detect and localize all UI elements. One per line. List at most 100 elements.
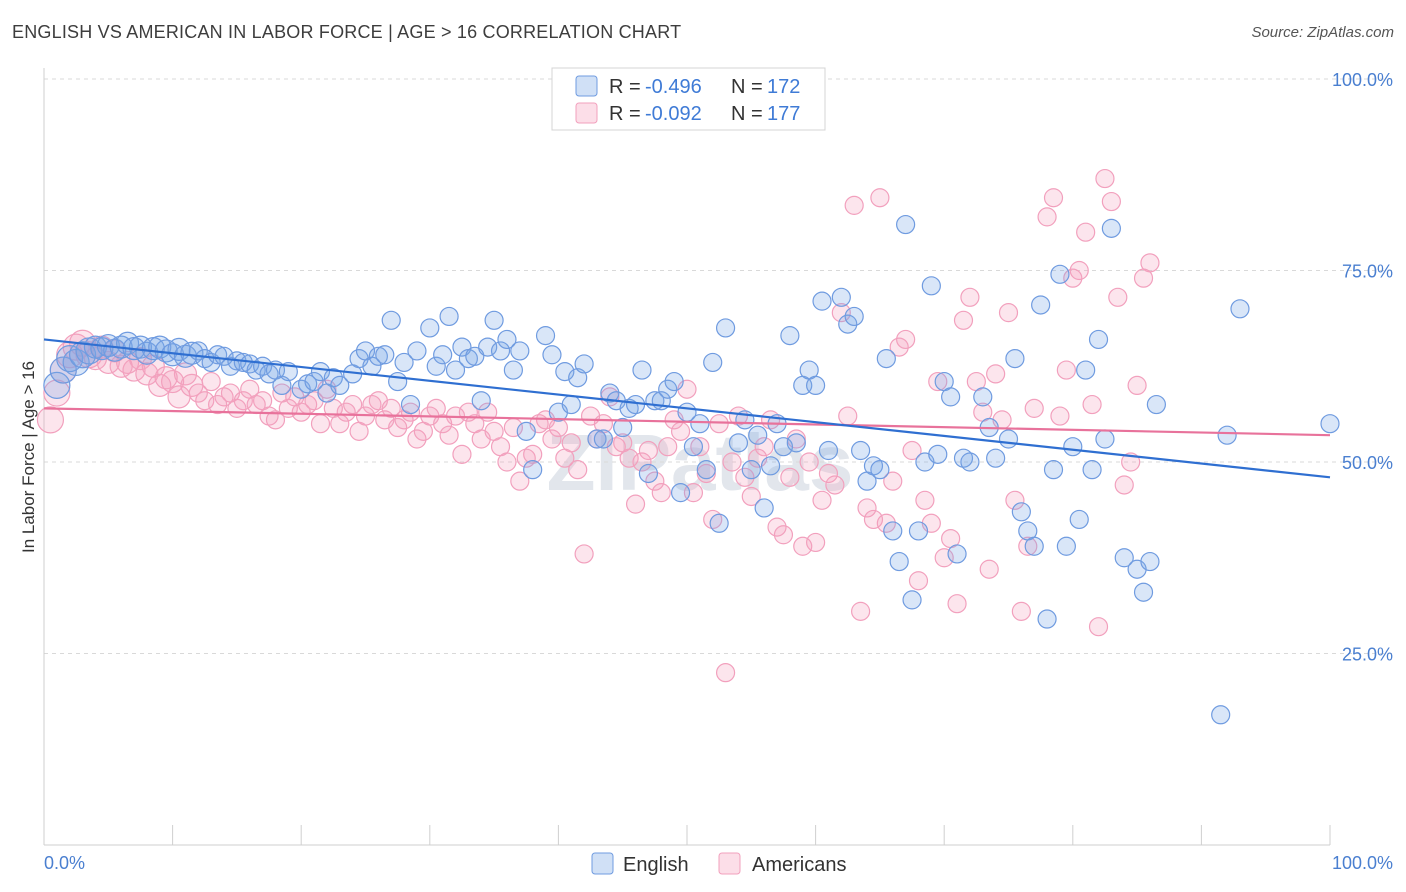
english-point [394,352,414,373]
english-point [741,460,761,480]
americans-point [928,371,948,392]
americans-point [542,429,562,449]
americans-point [343,394,363,415]
americans-point [735,467,755,487]
americans-point [883,471,903,491]
x-tick-label-0: 0.0% [44,853,85,873]
americans-point [934,548,954,568]
english-points [43,214,1340,725]
english-point [728,433,749,453]
source-label: Source: ZipAtlas.com [1251,24,1394,41]
english-point [1140,551,1160,572]
english-point [1095,429,1115,449]
americans-point [154,366,178,390]
americans-point [690,437,710,457]
americans-point [1011,601,1031,621]
english-point [490,341,511,361]
americans-point [838,406,858,426]
english-point [658,379,678,399]
americans-point [625,494,646,514]
english-point [690,414,710,434]
americans-point [722,452,742,472]
americans-point [173,362,198,386]
english-point [135,341,159,365]
english-point [1230,299,1250,319]
english-point [587,429,607,449]
americans-point [233,391,253,411]
english-point [1005,348,1025,369]
americans-point [36,406,65,434]
english-point [214,346,234,366]
americans-point [1018,536,1038,556]
americans-point [523,444,543,464]
english-point [535,326,556,346]
english-point [831,287,851,307]
english-point [323,368,343,388]
english-point [1076,360,1096,380]
english-point [103,338,127,362]
legend-americans-n-label: N = [731,103,763,125]
english-point [484,310,504,330]
english-point [220,356,241,376]
english-point [381,310,401,330]
americans-point [1114,475,1134,495]
americans-point [439,425,459,445]
americans-point [381,398,401,418]
english-point [748,425,768,445]
english-point [1043,460,1064,480]
americans-point [908,571,929,591]
americans-point [1076,222,1096,242]
english-point [1024,536,1044,556]
americans-point [1108,287,1128,307]
bottom-legend-english-label: English [623,854,689,876]
americans-point [1050,406,1070,426]
english-point [960,452,980,472]
legend-english-swatch [575,75,598,97]
english-point [638,463,659,484]
americans-point [876,513,896,533]
americans-point [812,490,832,510]
americans-point [767,517,787,537]
americans-point [1095,168,1115,189]
english-trendline [43,338,1331,479]
americans-point [651,483,671,503]
english-point [600,383,620,403]
americans-point [188,383,208,403]
americans-point [452,444,472,464]
english-point [780,326,800,346]
americans-point [960,287,980,307]
legend-english-r-value: -0.496 [645,76,702,98]
english-point [1031,295,1051,315]
americans-point [979,559,999,579]
americans-point [632,452,652,472]
legend-english-r-label: R = [609,76,641,98]
english-point [773,437,794,457]
americans-point [902,440,922,461]
legend-americans-r-label: R = [609,103,641,125]
americans-point [407,429,427,449]
americans-point [645,471,665,491]
english-point [90,337,114,361]
americans-point [265,410,286,430]
americans-point [863,509,884,530]
english-point [445,360,466,380]
english-point [388,371,408,392]
english-point [368,346,388,366]
americans-point [1101,191,1121,212]
americans-trendline [43,407,1331,437]
americans-point [709,414,729,434]
americans-point [1043,188,1064,208]
english-point [593,429,614,449]
english-point [503,360,523,380]
bottom-legend-english-swatch [591,852,614,875]
english-point [1101,218,1121,238]
trendlines [43,338,1331,479]
english-point [613,417,633,438]
y-tick-label-75: 75.0% [1342,262,1393,282]
americans-point [851,601,871,621]
english-point [805,375,826,395]
y-axis-tick-labels: 25.0% 50.0% 75.0% 100.0% [1332,70,1393,665]
english-point [818,440,839,461]
americans-point [1056,360,1076,380]
english-point [1133,582,1154,602]
